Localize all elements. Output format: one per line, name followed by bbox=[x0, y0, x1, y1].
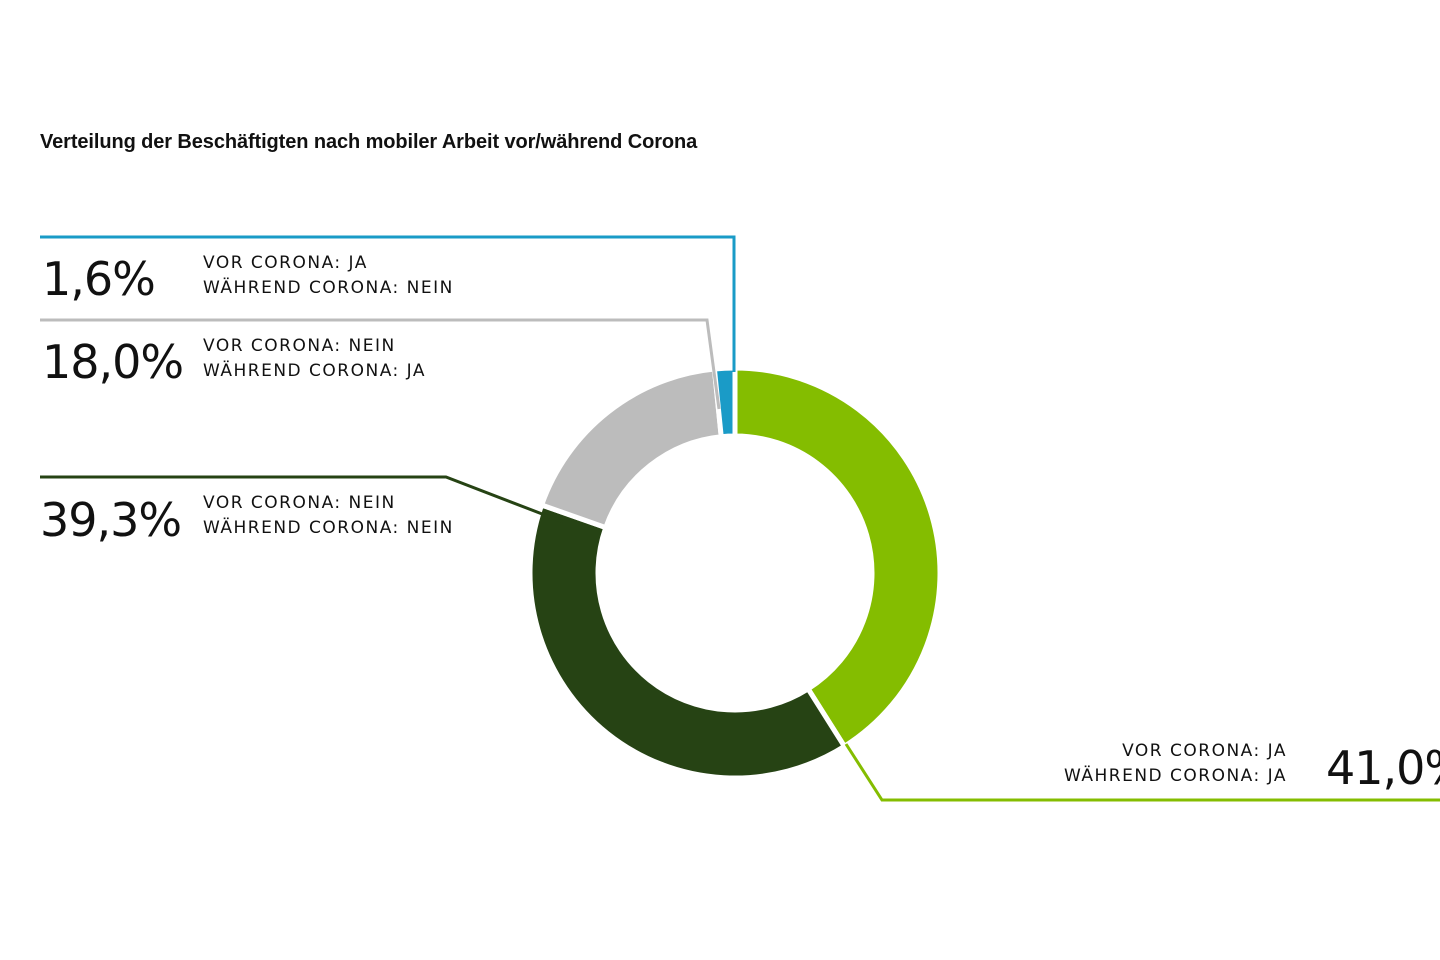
slice-desc-line2: WÄHREND CORONA: NEIN bbox=[203, 278, 454, 298]
slice-label-vj-wn: 1,6% bbox=[42, 252, 156, 306]
slice-label-vn-wj: 18,0% bbox=[42, 335, 184, 389]
slice-label-vn-wn: 39,3% bbox=[40, 493, 182, 547]
leader-line bbox=[844, 743, 1440, 802]
slice-vn-wj bbox=[538, 366, 724, 531]
slice-label-vj-wj: 41,0% bbox=[1326, 741, 1440, 795]
leader-line bbox=[40, 475, 564, 524]
slice-desc-line2: WÄHREND CORONA: JA bbox=[203, 361, 427, 381]
slice-desc-vn-wj: VOR CORONA: NEIN WÄHREND CORONA: JA bbox=[203, 334, 426, 384]
slice-vj-wn bbox=[711, 365, 738, 440]
slice-vj-wj bbox=[732, 365, 943, 750]
slice-desc-line2: WÄHREND CORONA: NEIN bbox=[203, 518, 454, 538]
slice-desc-line1: VOR CORONA: JA bbox=[1122, 741, 1287, 761]
chart-title: Verteilung der Beschäftigten nach mobile… bbox=[40, 131, 698, 153]
slice-desc-line1: VOR CORONA: NEIN bbox=[203, 493, 396, 513]
slice-desc-vj-wj: VOR CORONA: JA WÄHREND CORONA: JA bbox=[1064, 739, 1287, 789]
slice-desc-vn-wn: VOR CORONA: NEIN WÄHREND CORONA: NEIN bbox=[203, 491, 454, 541]
slice-desc-vj-wn: VOR CORONA: JA WÄHREND CORONA: NEIN bbox=[203, 251, 454, 301]
slice-desc-line2: WÄHREND CORONA: JA bbox=[1063, 766, 1287, 786]
slice-vn-wn bbox=[527, 501, 848, 781]
slice-desc-line1: VOR CORONA: NEIN bbox=[203, 336, 396, 356]
leader-line bbox=[40, 318, 721, 410]
leader-line bbox=[40, 235, 736, 372]
slice-desc-line1: VOR CORONA: JA bbox=[203, 253, 368, 273]
